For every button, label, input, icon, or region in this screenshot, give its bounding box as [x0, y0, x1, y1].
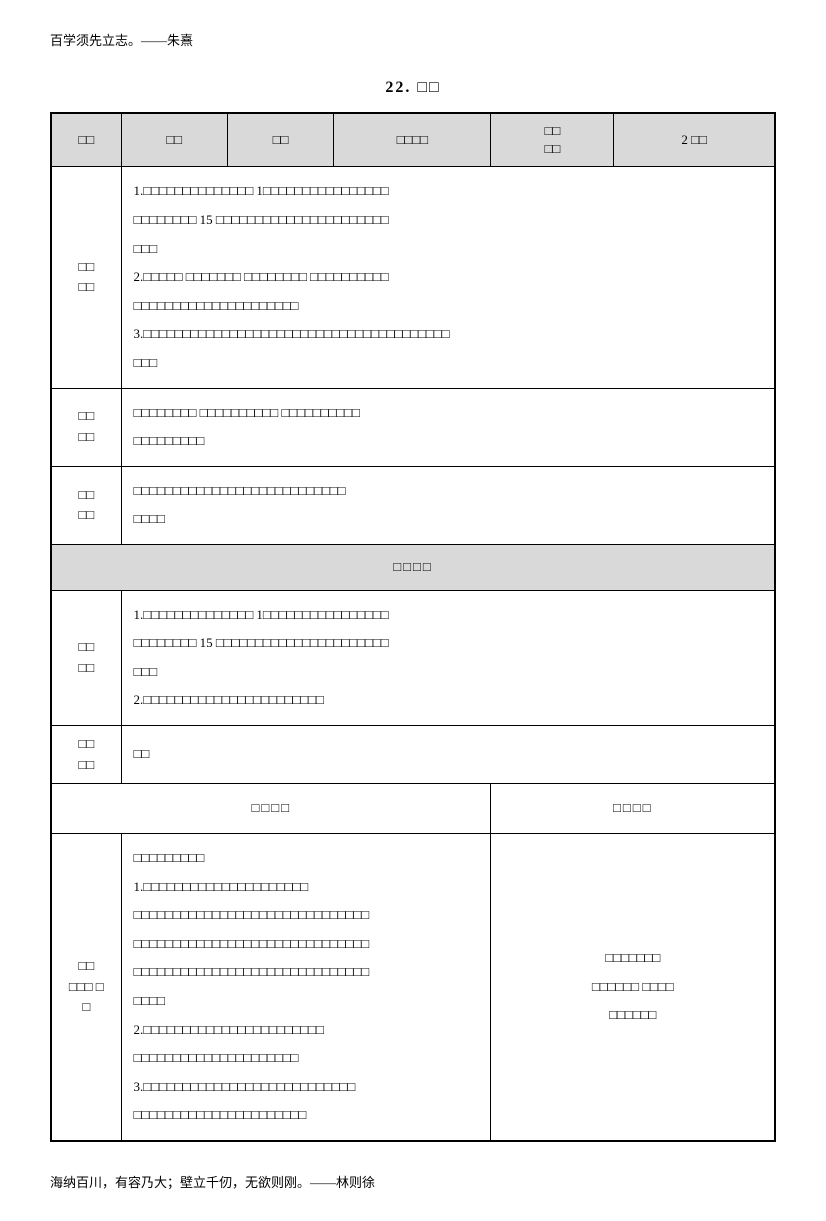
table-row: □□ □□ □□□□□□□□ □□□□□□□□□□ □□□□□□□□□□ □□□…	[51, 388, 775, 466]
section1-header: □□□□	[51, 544, 775, 590]
split-header-row: □□□□ □□□□	[51, 784, 775, 834]
section-header-row: □□□□	[51, 544, 775, 590]
table-row: □□ □□ 1.□□□□□□□□□□□□□□ 1□□□□□□□□□□□□□□□□…	[51, 167, 775, 388]
header-col5: □□ □□	[491, 113, 614, 167]
header-col1: □□	[51, 113, 121, 167]
row3-label: □□ □□	[51, 466, 121, 544]
table-row: □□ □□□ □ □ □□□□□□□□□ 1.□□□□□□□□□□□□□□□□□…	[51, 834, 775, 1141]
row6-right-content: □□□□□□□ □□□□□□ □□□□ □□□□□□	[491, 834, 775, 1141]
document-title: 22. □□	[50, 79, 776, 97]
split-right-header: □□□□	[491, 784, 775, 834]
row6-left-content: □□□□□□□□□ 1.□□□□□□□□□□□□□□□□□□□□□ □□□□□□…	[121, 834, 491, 1141]
row1-label: □□ □□	[51, 167, 121, 388]
table-row: □□ □□ 1.□□□□□□□□□□□□□□ 1□□□□□□□□□□□□□□□□…	[51, 590, 775, 725]
row5-label: □□ □□	[51, 725, 121, 784]
table-row: □□ □□ □□□□□□□□□□□□□□□□□□□□□□□□□□□ □□□□	[51, 466, 775, 544]
table-row: □□ □□ □□	[51, 725, 775, 784]
header-col3: □□	[227, 113, 333, 167]
row5-content: □□	[121, 725, 775, 784]
row2-label: □□ □□	[51, 388, 121, 466]
row6-label: □□ □□□ □ □	[51, 834, 121, 1141]
header-col6: 2 □□	[614, 113, 775, 167]
row3-content: □□□□□□□□□□□□□□□□□□□□□□□□□□□ □□□□	[121, 466, 775, 544]
row2-content: □□□□□□□□ □□□□□□□□□□ □□□□□□□□□□ □□□□□□□□□	[121, 388, 775, 466]
footer-quote: 海纳百川，有容乃大；壁立千仞，无欲则刚。——林则徐	[50, 1172, 776, 1191]
header-col4: □□□□	[334, 113, 491, 167]
header-quote: 百学须先立志。——朱熹	[50, 30, 776, 49]
table-header-row: □□ □□ □□ □□□□ □□ □□ 2 □□	[51, 113, 775, 167]
header-col2: □□	[121, 113, 227, 167]
main-table: □□ □□ □□ □□□□ □□ □□ 2 □□ □□ □□ 1.□□□□□□□…	[50, 112, 776, 1142]
split-left-header: □□□□	[51, 784, 491, 834]
row1-content: 1.□□□□□□□□□□□□□□ 1□□□□□□□□□□□□□□□□ □□□□□…	[121, 167, 775, 388]
row4-label: □□ □□	[51, 590, 121, 725]
row4-content: 1.□□□□□□□□□□□□□□ 1□□□□□□□□□□□□□□□□ □□□□□…	[121, 590, 775, 725]
